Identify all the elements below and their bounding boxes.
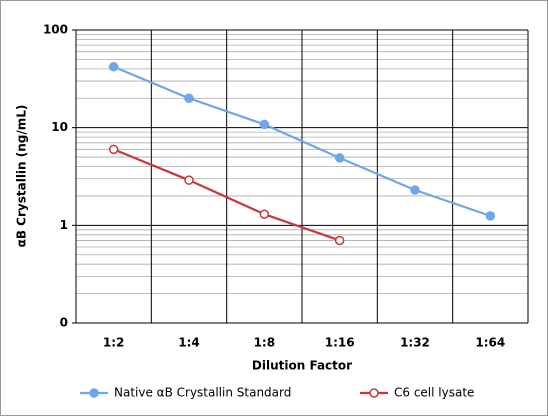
point <box>108 62 119 72</box>
x-tick-label: 1:2 <box>103 336 125 350</box>
legend-label: Native αB Crystallin Standard <box>114 386 291 400</box>
point <box>108 144 119 155</box>
x-tick-label: 1:8 <box>254 336 276 350</box>
point <box>410 185 420 195</box>
point <box>259 119 270 130</box>
point <box>334 235 345 246</box>
y-tick-label: 100 <box>43 23 68 37</box>
point <box>259 209 270 219</box>
series-line <box>113 65 491 217</box>
legend-marker <box>89 388 99 398</box>
point <box>184 175 194 185</box>
x-axis-title: Dilution Factor <box>252 359 352 373</box>
point <box>184 93 194 104</box>
y-tick-label: 10 <box>51 120 68 134</box>
series-line <box>113 148 341 242</box>
point <box>334 153 345 163</box>
x-tick-label: 1:64 <box>475 336 505 350</box>
x-tick-label: 1:16 <box>325 336 355 350</box>
y-tick-label: 1 <box>60 218 68 232</box>
legend-marker <box>369 388 379 398</box>
x-tick-label: 1:4 <box>178 336 200 350</box>
y-axis-title: αB Crystallin (ng/mL) <box>15 105 29 248</box>
x-tick-label: 1:32 <box>400 336 430 350</box>
legend-label: C6 cell lysate <box>394 386 474 400</box>
y-tick-label: 0 <box>60 316 68 330</box>
point <box>485 211 496 221</box>
